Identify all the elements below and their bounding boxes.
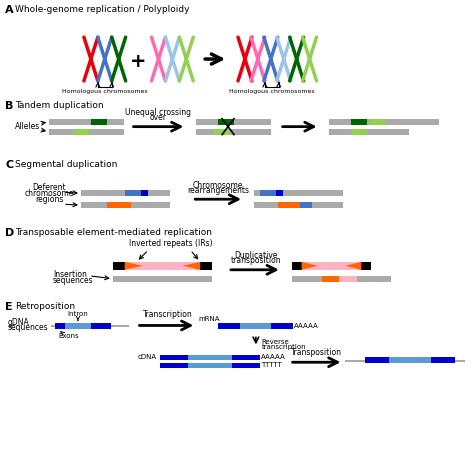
Bar [161,363,260,368]
Bar [49,119,124,125]
Text: +: + [130,52,147,70]
Text: Chromosome: Chromosome [193,181,243,190]
Bar [161,355,188,360]
Text: Transcription: Transcription [143,311,192,320]
Bar [161,355,260,360]
Text: Inverted repeats (IRs): Inverted repeats (IRs) [128,239,212,248]
Bar [292,276,391,282]
Bar [73,129,89,134]
Bar [218,323,240,329]
Bar [329,119,439,125]
Polygon shape [301,262,318,270]
Text: sequences: sequences [53,276,94,285]
Bar [292,262,371,270]
Text: Insertion: Insertion [53,270,87,279]
Text: Homologous chromosomes: Homologous chromosomes [229,89,315,94]
Bar [271,323,292,329]
Text: B: B [5,101,14,111]
Text: regions: regions [35,195,64,204]
Bar [351,119,367,125]
Text: transposition: transposition [230,256,281,265]
Text: D: D [5,228,15,238]
Bar [218,119,234,125]
Text: Retroposition: Retroposition [15,302,75,311]
Text: AAAAA: AAAAA [294,323,319,329]
Text: Intron: Intron [68,311,88,316]
Bar [81,190,170,196]
Bar [214,129,230,134]
Text: Tandem duplication: Tandem duplication [15,101,104,110]
Bar [431,357,455,363]
Text: Exons: Exons [59,333,79,339]
Bar [55,323,65,329]
Bar [91,119,107,125]
Text: Alleles: Alleles [15,122,41,131]
Bar [125,190,143,196]
Text: C: C [5,160,13,171]
Text: over: over [150,113,167,122]
Bar [91,323,103,329]
Bar [113,262,212,270]
Text: gDNA: gDNA [8,318,29,327]
Text: Transposable element-mediated replication: Transposable element-mediated replicatio… [15,228,212,237]
Bar [196,129,271,134]
Bar [339,276,357,282]
Bar [260,190,278,196]
Bar [113,276,212,282]
Bar [300,202,311,208]
Text: Homologous chromosomes: Homologous chromosomes [62,89,147,94]
Text: Unequal crossing: Unequal crossing [126,108,191,117]
Bar [321,276,339,282]
Text: mRNA: mRNA [198,316,220,322]
Bar [346,360,465,362]
Text: E: E [5,302,13,312]
Text: sequences: sequences [8,323,48,332]
Bar [232,355,260,360]
Bar [370,119,386,125]
Text: TTTTT: TTTTT [261,362,282,368]
Bar [365,357,389,363]
Bar [365,357,455,363]
Bar [301,262,361,270]
Text: AAAAA: AAAAA [261,354,286,360]
Text: A: A [5,5,14,16]
Polygon shape [346,262,361,270]
Bar [81,202,170,208]
Polygon shape [125,262,143,270]
Bar [49,129,124,134]
Text: cDNA: cDNA [137,354,156,360]
Bar [161,363,188,368]
Text: Reverse: Reverse [262,339,290,345]
Bar [351,129,367,134]
Bar [141,190,147,196]
Bar [125,262,200,270]
Bar [232,363,260,368]
Bar [107,202,131,208]
Text: Deferent: Deferent [32,183,66,192]
Bar [254,190,343,196]
Bar [196,119,271,125]
Bar [65,323,91,329]
Bar [103,323,111,329]
Text: transcription: transcription [262,345,307,350]
Text: Duplicative: Duplicative [234,251,278,260]
Bar [51,325,128,328]
Text: Segmental duplication: Segmental duplication [15,160,118,170]
Bar [254,202,343,208]
Text: Whole-genome replication / Polyploidy: Whole-genome replication / Polyploidy [15,5,190,15]
Text: rearrangements: rearrangements [187,186,249,195]
Text: chromosome: chromosome [25,189,74,198]
Bar [329,129,409,134]
Bar [276,190,283,196]
Bar [278,202,301,208]
Bar [218,323,292,329]
Polygon shape [182,262,200,270]
Text: Transposition: Transposition [291,348,342,357]
